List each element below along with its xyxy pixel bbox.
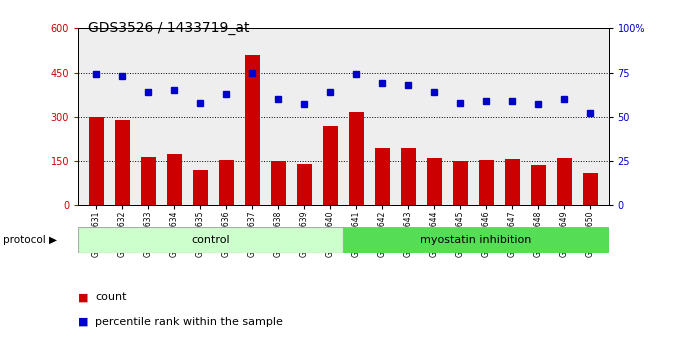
- Bar: [193, 170, 207, 205]
- Bar: [167, 154, 182, 205]
- Text: myostatin inhibition: myostatin inhibition: [420, 235, 532, 245]
- Text: ■: ■: [78, 317, 88, 327]
- Bar: [343, 227, 609, 253]
- Bar: [454, 161, 468, 205]
- Bar: [219, 160, 233, 205]
- Bar: [297, 164, 311, 205]
- Bar: [115, 120, 130, 205]
- Bar: [375, 148, 390, 205]
- Bar: [271, 161, 286, 205]
- Text: control: control: [192, 235, 230, 245]
- Text: protocol ▶: protocol ▶: [3, 235, 57, 245]
- Bar: [427, 158, 441, 205]
- Bar: [479, 160, 494, 205]
- Bar: [557, 158, 572, 205]
- Bar: [89, 117, 103, 205]
- Text: percentile rank within the sample: percentile rank within the sample: [95, 317, 283, 327]
- Bar: [531, 166, 545, 205]
- Text: count: count: [95, 292, 126, 302]
- Bar: [583, 173, 598, 205]
- Bar: [350, 113, 364, 205]
- Bar: [401, 148, 415, 205]
- Bar: [78, 227, 343, 253]
- Text: GDS3526 / 1433719_at: GDS3526 / 1433719_at: [88, 21, 250, 35]
- Bar: [505, 159, 520, 205]
- Bar: [141, 156, 156, 205]
- Bar: [323, 126, 337, 205]
- Text: ■: ■: [78, 292, 88, 302]
- Bar: [245, 55, 260, 205]
